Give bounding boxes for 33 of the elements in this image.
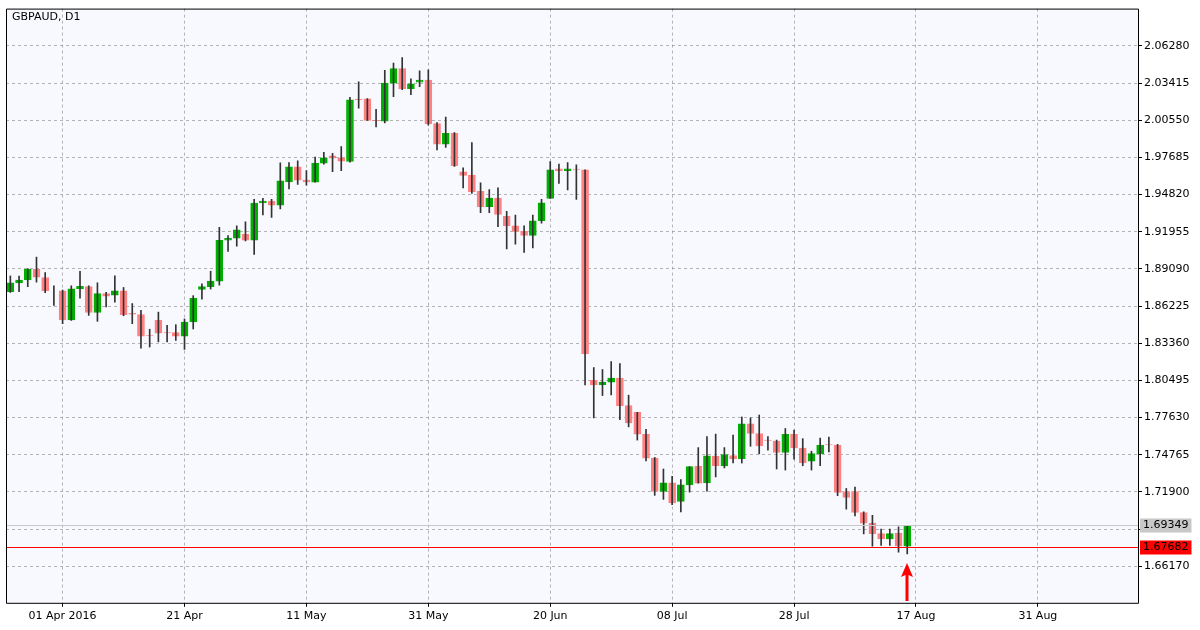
x-tick-label: 11 May <box>286 609 328 623</box>
candlestick <box>198 283 206 300</box>
y-tick-label: 1.83360 <box>1144 336 1190 350</box>
candlestick <box>555 163 563 184</box>
ref-line-label: 1.69349 <box>1143 518 1189 532</box>
x-tick-label: 31 Aug <box>1018 609 1058 623</box>
y-tick-label: 1.77630 <box>1144 410 1190 424</box>
candlestick <box>102 292 110 308</box>
y-tick-label: 1.91955 <box>1144 224 1190 238</box>
x-tick-label: 08 Jul <box>656 609 688 623</box>
y-tick-label: 1.71900 <box>1144 484 1190 498</box>
y-tick-label: 2.00550 <box>1144 113 1190 127</box>
candlestick <box>128 303 137 324</box>
ref-line-label: 1.67682 <box>1143 540 1189 554</box>
y-tick-label: 1.94820 <box>1144 187 1190 201</box>
candlestick <box>224 235 232 252</box>
y-tick-label: 2.03415 <box>1144 75 1190 89</box>
x-tick-label: 28 Jul <box>778 609 810 623</box>
y-tick-label: 2.06280 <box>1144 38 1190 52</box>
candlestick <box>372 109 380 128</box>
x-tick-label: 01 Apr 2016 <box>28 609 97 623</box>
y-tick-label: 1.89090 <box>1144 261 1190 275</box>
y-tick-label: 1.80495 <box>1144 373 1190 387</box>
y-tick-label: 1.74765 <box>1144 447 1190 461</box>
y-tick-label: 1.66170 <box>1144 559 1190 573</box>
x-tick-label: 31 May <box>408 609 449 623</box>
y-tick-label: 1.86225 <box>1144 298 1190 312</box>
y-tick-label: 1.97685 <box>1144 150 1190 164</box>
x-tick-label: 20 Jun <box>532 609 568 623</box>
chart-title: GBPAUD, D1 <box>12 10 81 23</box>
x-tick-label: 21 Apr <box>166 609 204 623</box>
candlestick <box>459 167 467 189</box>
x-tick-label: 17 Aug <box>896 609 936 623</box>
